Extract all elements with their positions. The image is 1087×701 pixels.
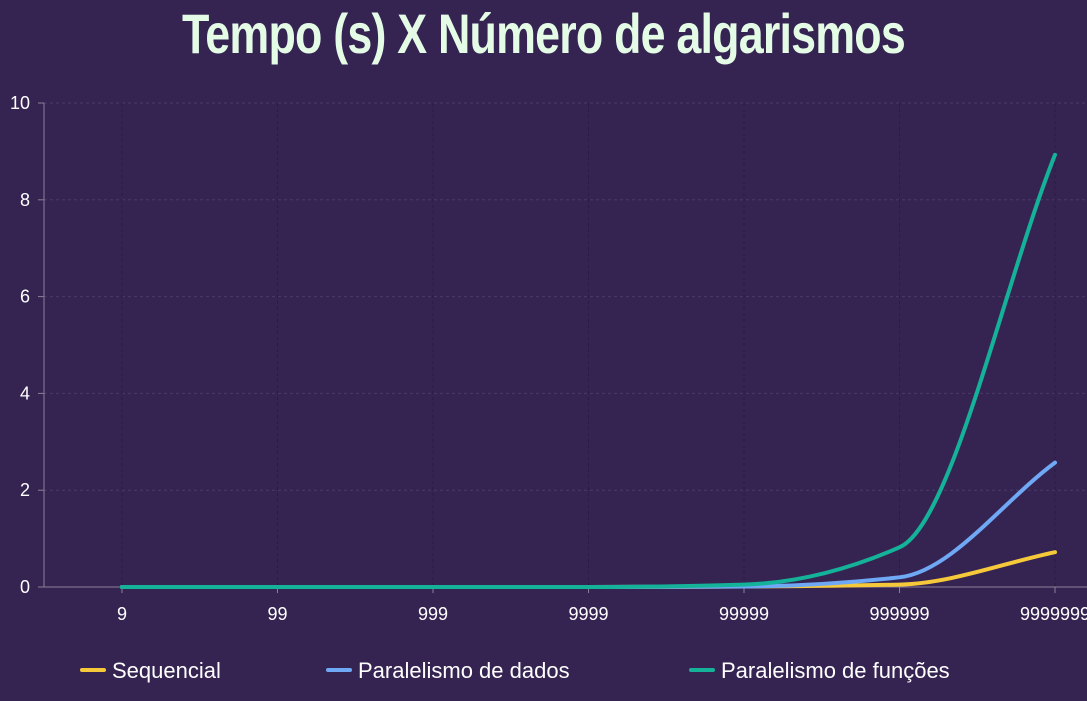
y-tick-label: 6 xyxy=(20,287,30,307)
y-tick-label: 2 xyxy=(20,480,30,500)
legend: Sequencial Paralelismo de dados Paralelism… xyxy=(80,658,950,683)
y-tick-label: 8 xyxy=(20,190,30,210)
series-line-2 xyxy=(120,152,1057,590)
x-tick-label: 99 xyxy=(267,604,287,624)
x-tick-label: 9 xyxy=(117,604,127,624)
series-line-0 xyxy=(120,550,1057,590)
y-tick-label: 0 xyxy=(20,577,30,597)
x-tick-label: 999999 xyxy=(869,604,929,624)
legend-label: Paralelismo de dados xyxy=(358,658,570,683)
y-tick-label: 4 xyxy=(20,383,30,403)
legend-item-0[interactable]: Sequencial xyxy=(80,658,221,683)
y-tick-label: 10 xyxy=(10,93,30,113)
x-tick-label: 999 xyxy=(418,604,448,624)
chart-title: Tempo (s) X Número de algarismos xyxy=(182,2,906,65)
x-tick-label: 9999 xyxy=(568,604,608,624)
x-tick-label: 9999999 xyxy=(1020,604,1087,624)
grid xyxy=(44,102,1087,587)
legend-item-1[interactable]: Paralelismo de dados xyxy=(326,658,570,683)
x-tick-label: 99999 xyxy=(719,604,769,624)
legend-label: Paralelismo de funções xyxy=(721,658,950,683)
legend-item-2[interactable]: Paralelismo de funções xyxy=(689,658,950,683)
series xyxy=(120,152,1057,590)
legend-label: Sequencial xyxy=(112,658,221,683)
